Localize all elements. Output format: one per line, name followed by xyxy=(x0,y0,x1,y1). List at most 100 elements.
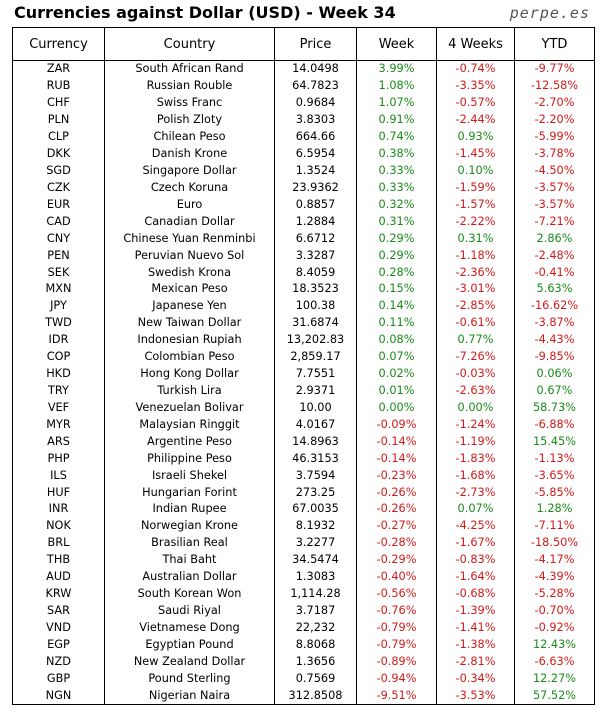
cell-country: Swiss Franc xyxy=(104,94,275,112)
cell-country: Vietnamese Dong xyxy=(104,619,275,637)
page-title: Currencies against Dollar (USD) - Week 3… xyxy=(14,3,396,22)
cell-ytd: 5.63% xyxy=(514,280,595,298)
cell-currency: MYR xyxy=(12,416,105,434)
table-row: THB Thai Baht 34.5474 -0.29% -0.83% -4.17% xyxy=(12,551,595,569)
table-row: MXN Mexican Peso 18.3523 0.15% -3.01% 5.63% xyxy=(12,280,595,298)
cell-ytd: -4.43% xyxy=(514,331,595,349)
table-row: COP Colombian Peso 2,859.17 0.07% -7.26% -9.8… xyxy=(12,348,595,366)
cell-price: 6.6712 xyxy=(274,230,357,248)
cell-country: Israeli Shekel xyxy=(104,467,275,485)
cell-ytd: -5.28% xyxy=(514,585,595,603)
cell-price: 3.7187 xyxy=(274,602,357,620)
cell-currency: TWD xyxy=(12,314,105,332)
cell-ytd: -6.88% xyxy=(514,416,595,434)
cell-4-weeks: -2.36% xyxy=(436,264,515,281)
cell-price: 1.3656 xyxy=(274,653,357,671)
cell-4-weeks: -3.01% xyxy=(436,280,515,298)
cell-ytd: -0.70% xyxy=(514,602,595,620)
cell-country: South African Rand xyxy=(104,60,275,78)
cell-price: 14.8963 xyxy=(274,433,357,451)
cell-4-weeks: -3.35% xyxy=(436,77,515,95)
cell-currency: VND xyxy=(12,619,105,637)
table-row: EUR Euro 0.8857 0.32% -1.57% -3.57% xyxy=(12,196,595,214)
cell-price: 22,232 xyxy=(274,619,357,637)
cell-4-weeks: 0.93% xyxy=(436,128,515,146)
cell-price: 273.25 xyxy=(274,484,357,501)
table-row: TRY Turkish Lira 2.9371 0.01% -2.63% 0.67% xyxy=(12,382,595,400)
cell-week: 0.33% xyxy=(356,179,437,197)
table-row: TWD New Taiwan Dollar 31.6874 0.11% -0.61% -3… xyxy=(12,314,595,332)
cell-week: 0.29% xyxy=(356,230,437,248)
cell-ytd: 15.45% xyxy=(514,433,595,451)
table-row: NOK Norwegian Krone 8.1932 -0.27% -4.25% -7.1… xyxy=(12,517,595,535)
table-row: SAR Saudi Riyal 3.7187 -0.76% -1.39% -0.70% xyxy=(12,602,595,620)
cell-country: Egyptian Pound xyxy=(104,636,275,654)
cell-price: 64.7823 xyxy=(274,77,357,95)
cell-4-weeks: -2.73% xyxy=(436,484,515,501)
cell-4-weeks: 0.10% xyxy=(436,162,515,180)
table-row: GBP Pound Sterling 0.7569 -0.94% -0.34% 12.27… xyxy=(12,670,595,688)
table-row: PLN Polish Zloty 3.8303 0.91% -2.44% -2.20% xyxy=(12,111,595,129)
cell-week: -0.79% xyxy=(356,619,437,637)
table-row: ARS Argentine Peso 14.8963 -0.14% -1.19% 15.4… xyxy=(12,433,595,451)
cell-price: 2.9371 xyxy=(274,382,357,400)
cell-ytd: 1.28% xyxy=(514,500,595,518)
cell-country: Russian Rouble xyxy=(104,77,275,95)
table-row: JPY Japanese Yen 100.38 0.14% -2.85% -16.62% xyxy=(12,297,595,315)
cell-4-weeks: -1.39% xyxy=(436,602,515,620)
cell-currency: CNY xyxy=(12,230,105,248)
cell-price: 664.66 xyxy=(274,128,357,146)
table-header-row: Currency Country Price Week 4 Weeks YTD xyxy=(12,27,595,61)
cell-currency: SAR xyxy=(12,602,105,620)
cell-currency: PEN xyxy=(12,247,105,265)
cell-ytd: -5.99% xyxy=(514,128,595,146)
cell-4-weeks: -0.34% xyxy=(436,670,515,688)
cell-ytd: 12.27% xyxy=(514,670,595,688)
cell-ytd: -2.20% xyxy=(514,111,595,129)
table-row: NGN Nigerian Naira 312.8508 -9.51% -3.53% 57.… xyxy=(12,687,595,706)
cell-ytd: -2.70% xyxy=(514,94,595,112)
cell-currency: KRW xyxy=(12,585,105,603)
cell-ytd: -18.50% xyxy=(514,534,595,552)
cell-country: Brasilian Real xyxy=(104,534,275,552)
cell-country: Pound Sterling xyxy=(104,670,275,688)
cell-currency: PHP xyxy=(12,450,105,468)
cell-currency: SGD xyxy=(12,162,105,180)
cell-4-weeks: -1.64% xyxy=(436,568,515,586)
cell-ytd: -7.21% xyxy=(514,213,595,231)
cell-currency: ARS xyxy=(12,433,105,451)
cell-price: 1,114.28 xyxy=(274,585,357,603)
table-row: VEF Venezuelan Bolivar 10.00 0.00% 0.00% 58.7… xyxy=(12,399,595,417)
cell-4-weeks: 0.00% xyxy=(436,399,515,417)
table-row: AUD Australian Dollar 1.3083 -0.40% -1.64% -4… xyxy=(12,568,595,586)
cell-week: -0.94% xyxy=(356,670,437,688)
cell-week: 0.00% xyxy=(356,399,437,417)
table-row: IDR Indonesian Rupiah 13,202.83 0.08% 0.77% -… xyxy=(12,331,595,349)
cell-4-weeks: 0.31% xyxy=(436,230,515,248)
header-currency: Currency xyxy=(12,27,105,61)
cell-week: -0.79% xyxy=(356,636,437,654)
cell-4-weeks: -1.38% xyxy=(436,636,515,654)
cell-currency: JPY xyxy=(12,297,105,315)
table-row: VND Vietnamese Dong 22,232 -0.79% -1.41% -0.9… xyxy=(12,619,595,637)
table-row: PEN Peruvian Nuevo Sol 3.3287 0.29% -1.18% -2… xyxy=(12,247,595,265)
cell-4-weeks: -2.85% xyxy=(436,297,515,315)
cell-ytd: -7.11% xyxy=(514,517,595,535)
cell-country: Chilean Peso xyxy=(104,128,275,146)
cell-price: 3.8303 xyxy=(274,111,357,129)
cell-price: 13,202.83 xyxy=(274,331,357,349)
cell-currency: MXN xyxy=(12,280,105,298)
cell-price: 14.0498 xyxy=(274,60,357,78)
cell-price: 3.2277 xyxy=(274,534,357,552)
cell-country: Colombian Peso xyxy=(104,348,275,366)
cell-price: 100.38 xyxy=(274,297,357,315)
cell-ytd: -3.78% xyxy=(514,145,595,163)
cell-price: 1.3083 xyxy=(274,568,357,586)
cell-currency: THB xyxy=(12,551,105,569)
cell-currency: VEF xyxy=(12,399,105,417)
table-row: PHP Philippine Peso 46.3153 -0.14% -1.83% -1.… xyxy=(12,450,595,468)
cell-price: 46.3153 xyxy=(274,450,357,468)
cell-week: -0.14% xyxy=(356,433,437,451)
cell-ytd: -3.57% xyxy=(514,179,595,197)
cell-4-weeks: -2.22% xyxy=(436,213,515,231)
